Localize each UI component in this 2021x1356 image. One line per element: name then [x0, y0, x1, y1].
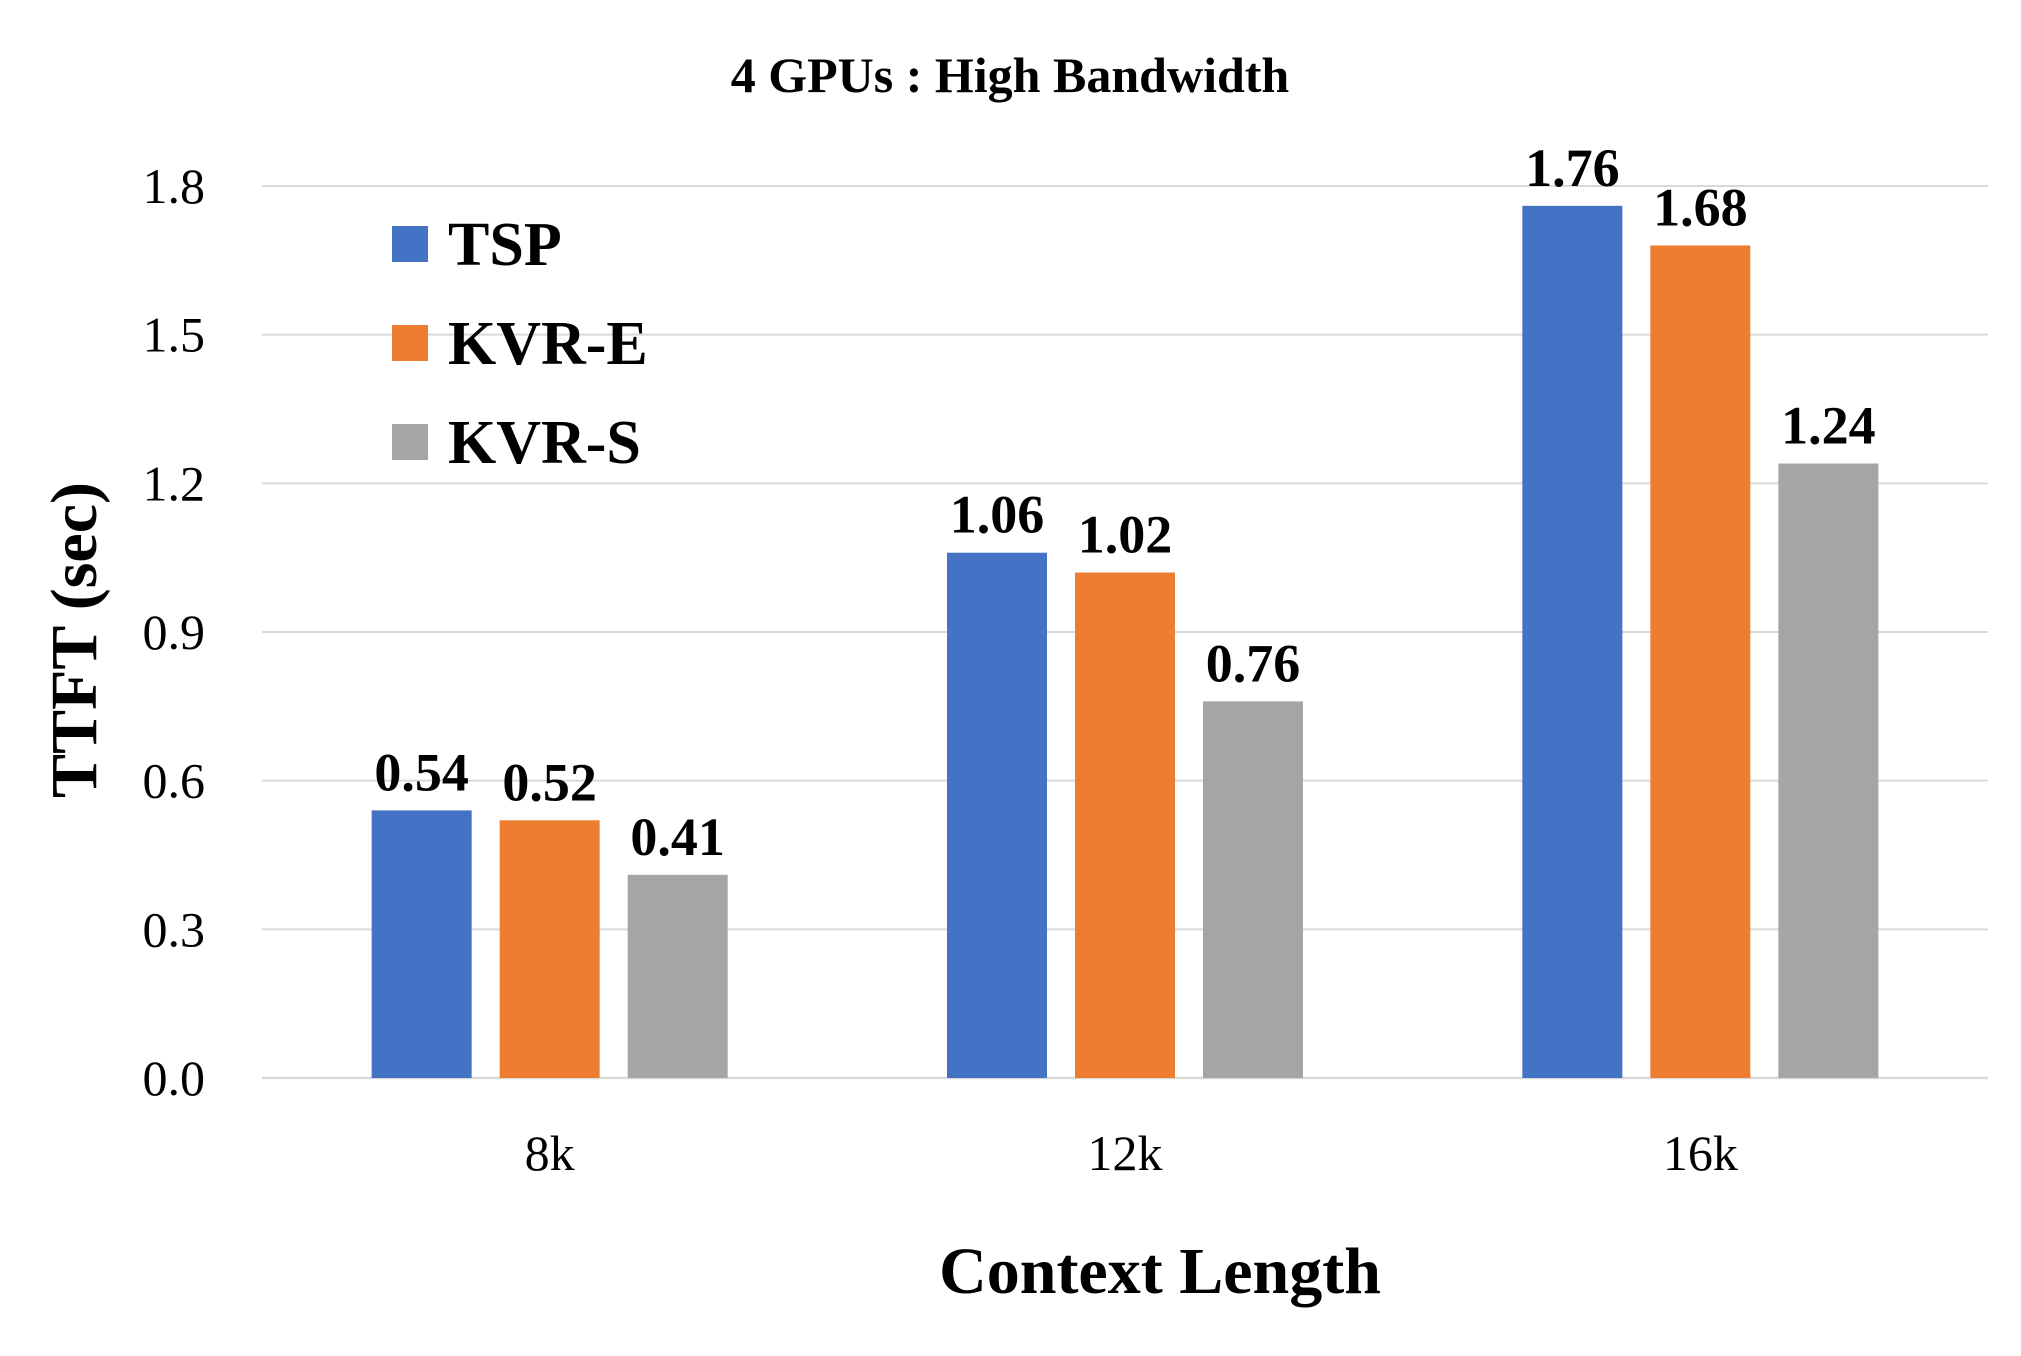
- data-labels: 0.54 0.52 0.41 1.06 1.02 0.76 1.76 1.68 1.24: [374, 138, 1875, 867]
- y-tick-label: 0.9: [143, 604, 206, 660]
- data-label: 0.52: [502, 752, 597, 812]
- legend-label: TSP: [448, 211, 562, 279]
- bar-kvr-e-8k: [499, 820, 600, 1078]
- data-label: 1.24: [1781, 396, 1876, 456]
- legend-label: KVR-S: [448, 409, 641, 477]
- x-category-label: 12k: [1088, 1125, 1163, 1181]
- bar-tsp-16k: [1522, 205, 1623, 1079]
- legend-swatch: [392, 424, 428, 460]
- bars: [371, 205, 1879, 1079]
- y-tick-label: 0.3: [143, 901, 206, 957]
- y-axis-title: TTFT (sec): [38, 482, 111, 798]
- y-tick-label: 1.2: [143, 455, 206, 511]
- data-label: 1.76: [1525, 138, 1620, 198]
- bar-kvr-e-16k: [1650, 245, 1751, 1078]
- data-label: 0.54: [374, 742, 469, 802]
- bar-tsp-8k: [371, 810, 472, 1078]
- y-tick-label: 1.5: [143, 307, 206, 363]
- y-axis-ticks: 0.0 0.3 0.6 0.9 1.2 1.5 1.8: [143, 158, 206, 1106]
- data-label: 1.02: [1078, 505, 1173, 565]
- y-tick-label: 0.6: [143, 753, 206, 809]
- x-axis-categories: 8k 12k 16k: [525, 1125, 1738, 1181]
- data-label: 0.76: [1206, 633, 1301, 693]
- bar-kvr-s-8k: [627, 874, 728, 1078]
- bar-kvr-s-12k: [1203, 701, 1303, 1078]
- bar-tsp-12k: [947, 552, 1047, 1078]
- bar-kvr-s-16k: [1778, 463, 1879, 1078]
- legend-label: KVR-E: [448, 310, 648, 378]
- x-category-label: 16k: [1663, 1125, 1738, 1181]
- y-tick-label: 1.8: [143, 158, 206, 214]
- legend: TSP KVR-E KVR-S: [392, 211, 648, 477]
- x-axis-title: Context Length: [939, 1235, 1381, 1308]
- data-label: 0.41: [630, 807, 725, 867]
- y-tick-label: 0.0: [143, 1050, 206, 1106]
- data-label: 1.06: [950, 485, 1045, 545]
- legend-swatch: [392, 226, 428, 262]
- x-category-label: 8k: [525, 1125, 575, 1181]
- chart-title: 4 GPUs : High Bandwidth: [731, 47, 1290, 103]
- legend-swatch: [392, 325, 428, 361]
- data-label: 1.68: [1653, 177, 1748, 237]
- bar-kvr-e-12k: [1075, 572, 1175, 1078]
